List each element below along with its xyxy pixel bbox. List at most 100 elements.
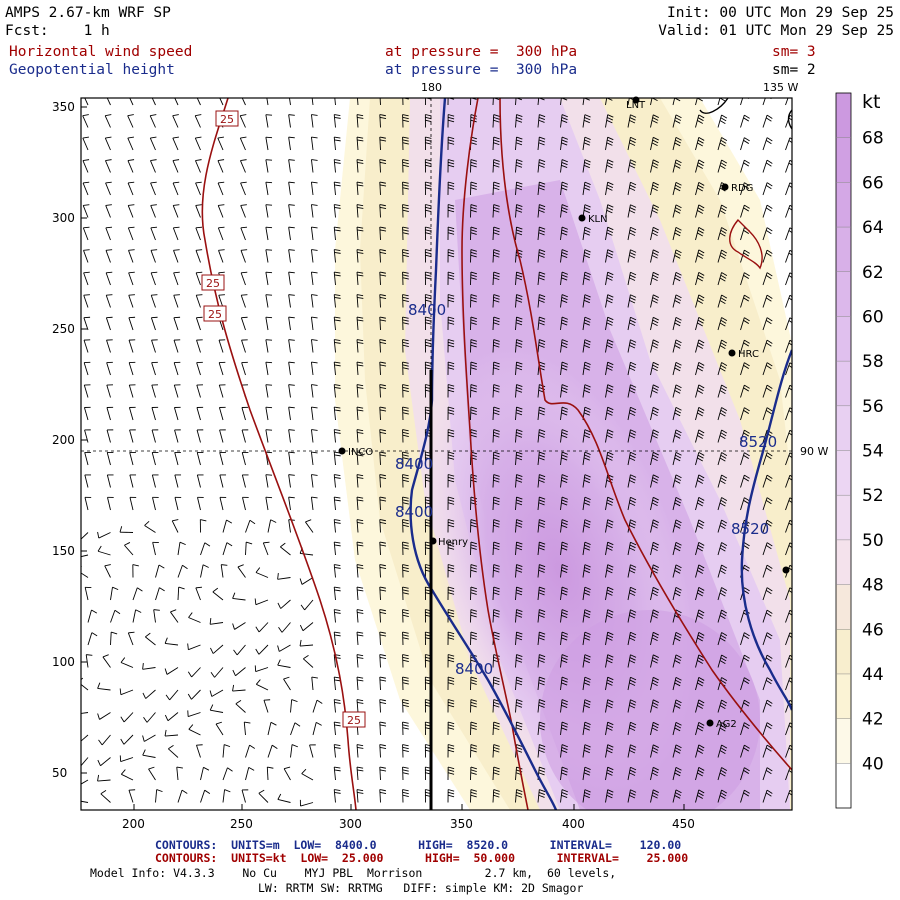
colorbar-swatch: [836, 673, 851, 720]
init-time: Init: 00 UTC Mon 29 Sep 25: [667, 5, 894, 21]
colorbar-swatch: [836, 495, 851, 541]
station-marker: [338, 447, 346, 455]
y-tick-label: 200: [52, 433, 75, 447]
height-contour-8400: [409, 98, 558, 810]
colorbar-swatch: [836, 539, 851, 586]
colorbar-level-label: 68: [862, 129, 884, 149]
stations: LNT RDG KLN HRC INCO Henry AG2: [338, 96, 790, 730]
station-marker: [721, 183, 729, 191]
colorbar-level-label: 50: [862, 531, 884, 551]
colorbar-swatch: [836, 450, 851, 496]
field2-smoothing: sm= 2: [772, 62, 816, 78]
station-marker: [632, 96, 640, 104]
model-info: Model Info: V4.3.3 No Cu MYJ PBL Morriso…: [90, 866, 617, 880]
height-label: 8400: [408, 301, 446, 319]
height-contour-8520: [740, 349, 792, 711]
contours-speed-info: CONTOURS: UNITS=kt LOW= 25.000 HIGH= 50.…: [155, 851, 689, 865]
y-tick-label: 50: [52, 766, 67, 780]
colorbar-level-label: 64: [862, 218, 884, 238]
station-marker: [578, 214, 586, 222]
x-axis-ticks: 200 250 300 350 400 450: [122, 804, 695, 831]
speed-contour-labels: 25 25 25 25: [201, 110, 366, 728]
colorbar-level-label: 62: [862, 263, 884, 283]
height-label: 8400: [455, 660, 493, 678]
y-tick-label: 100: [52, 655, 75, 669]
colorbar-swatch: [836, 405, 851, 451]
height-label: 8520: [739, 433, 777, 451]
speed-label: 25: [220, 113, 234, 126]
field1-name: Horizontal wind speed: [9, 44, 193, 60]
station-label: HRC: [738, 349, 759, 360]
y-tick-label: 350: [52, 100, 75, 114]
wind-barbs: [81, 98, 792, 807]
colorbar-swatch: [836, 718, 851, 764]
speed-label: 25: [208, 308, 222, 321]
x-tick-label: 350: [450, 817, 473, 831]
model-title: AMPS 2.67-km WRF SP: [5, 5, 171, 21]
y-tick-label: 250: [52, 322, 75, 336]
x-tick-label: 250: [230, 817, 253, 831]
station-label: RDG: [731, 183, 753, 194]
field1-level: at pressure = 300 hPa: [385, 44, 578, 60]
field2-name: Geopotential height: [9, 62, 175, 78]
colorbar-level-label: 44: [862, 665, 884, 685]
station-label: Henry: [438, 537, 468, 548]
parallel-label-90w: 90 W: [800, 445, 828, 458]
colorbar-swatch: [836, 763, 851, 809]
colorbar-unit: kt: [862, 91, 880, 113]
height-label: 8520: [731, 520, 769, 538]
colorbar-swatch: [836, 182, 851, 228]
colorbar-swatch: [836, 584, 851, 630]
y-axis-ticks: 350 300 250 200 150 100 50: [52, 100, 87, 780]
shaded-wind-speed: [81, 98, 792, 810]
station-label: KLN: [588, 214, 608, 225]
field2-level: at pressure = 300 hPa: [385, 62, 578, 78]
colorbar-level-label: 56: [862, 397, 884, 417]
x-tick-label: 400: [562, 817, 585, 831]
height-label: 8400: [395, 455, 433, 473]
colorbar-swatch: [836, 93, 851, 139]
x-tick-label: 300: [339, 817, 362, 831]
x-tick-label: 450: [672, 817, 695, 831]
map-frame: [80, 97, 793, 811]
y-tick-label: 300: [52, 211, 75, 225]
colorbar-level-label: 48: [862, 576, 884, 596]
colorbar: 68 66 64 62 60 58 56 54 52 50 48 46 44 42 40: [835, 92, 884, 809]
station-marker: [706, 719, 714, 727]
station-marker: [429, 537, 437, 545]
colorbar-level-label: 66: [862, 173, 884, 193]
colorbar-swatch: [836, 629, 851, 675]
valid-time: Valid: 01 UTC Mon 29 Sep 25: [658, 23, 894, 39]
colorbar-level-label: 58: [862, 352, 884, 372]
speed-contour-25: [201, 98, 357, 810]
station-marker: [728, 349, 736, 357]
colorbar-swatch: [836, 271, 851, 317]
field1-smoothing: sm= 3: [772, 44, 816, 60]
colorbar-swatch: [836, 316, 851, 362]
physics-info: LW: RRTM SW: RRTMG DIFF: simple KM: 2D S…: [258, 881, 584, 895]
colorbar-level-label: 40: [862, 754, 884, 774]
x-tick-label: 200: [122, 817, 145, 831]
colorbar-level-label: 42: [862, 710, 884, 730]
contours-height-info: CONTOURS: UNITS=m LOW= 8400.0 HIGH= 8520…: [155, 838, 682, 852]
station-label: INCO: [348, 447, 373, 458]
colorbar-swatch: [836, 361, 851, 407]
colorbar-swatch: [836, 227, 851, 273]
colorbar-level-label: 60: [862, 307, 884, 327]
station-label: LNT: [626, 100, 646, 111]
speed-label: 25: [206, 277, 220, 290]
station-label: AG2: [716, 719, 737, 730]
y-tick-label: 150: [52, 544, 75, 558]
height-label: 8400: [395, 503, 433, 521]
height-contour-labels: 8400 8400 8400 8400 8520 8520: [395, 301, 777, 678]
colorbar-level-label: 46: [862, 620, 884, 640]
colorbar-swatch: [836, 137, 851, 183]
meridian-label-135w: 135 W: [763, 81, 798, 94]
meridian-label-180: 180: [421, 81, 442, 94]
speed-contour-50-east: [499, 98, 792, 771]
forecast-hour: Fcst: 1 h: [5, 23, 110, 39]
speed-label: 25: [347, 714, 361, 727]
colorbar-level-label: 52: [862, 486, 884, 506]
colorbar-level-label: 54: [862, 442, 884, 462]
